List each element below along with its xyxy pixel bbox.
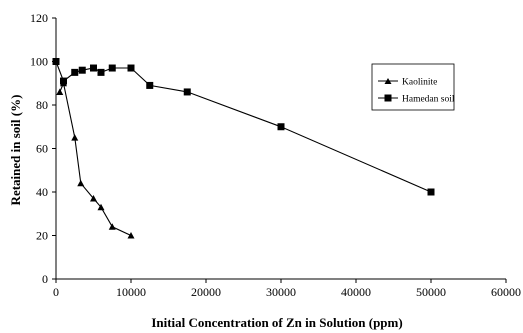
data-point-hamedan-soil [146,81,154,89]
y-axis-ticks: 0 20 40 60 80 100 120 [30,11,56,286]
legend-label-hamedan-soil: Hamedan soil [402,95,455,105]
data-point-hamedan-soil [97,68,105,76]
y-axis-title: Retained in soil (%) [8,95,23,206]
series-line-kaolinite [59,81,132,236]
data-point-kaolinite [97,203,105,211]
data-point-hamedan-soil [427,188,435,196]
data-point-kaolinite [127,232,135,239]
x-tick-label: 60000 [491,285,521,299]
data-point-hamedan-soil [78,66,86,74]
y-tick-label: 100 [30,55,48,69]
data-point-hamedan-soil [108,64,116,72]
data-point-hamedan-soil [277,123,285,131]
y-tick-label: 40 [36,185,48,199]
x-tick-label: 50000 [416,285,446,299]
x-tick-label: 40000 [341,285,371,299]
legend-box [371,63,455,111]
data-point-kaolinite [56,88,64,95]
series-kaolinite [56,79,135,239]
x-tick-label: 10000 [116,285,146,299]
x-axis-ticks: 0 10000 20000 30000 40000 50000 60000 [53,279,521,299]
legend-marker-hamedan-soil [384,94,392,102]
x-tick-label: 0 [53,285,59,299]
data-point-kaolinite [71,134,79,141]
data-point-kaolinite [90,195,97,202]
series-layer [52,58,435,239]
data-point-hamedan-soil [90,64,97,72]
legend-marker-kaolinite [384,78,392,84]
y-tick-label: 60 [36,142,48,156]
data-point-hamedan-soil [127,64,135,72]
data-point-hamedan-soil [52,58,60,65]
data-point-hamedan-soil [183,88,191,96]
data-point-kaolinite [77,179,85,187]
y-tick-label: 120 [30,11,48,25]
x-axis-title: Initial Concentration of Zn in Solution … [151,315,402,330]
y-tick-label: 20 [36,229,48,243]
legend-item-kaolinite: Kaolinite [378,78,437,88]
data-point-hamedan-soil [60,77,67,85]
y-tick-label: 0 [42,272,48,286]
y-tick-label: 80 [36,98,48,112]
legend: Kaolinite Hamedan soil [371,63,455,111]
legend-label-kaolinite: Kaolinite [402,78,437,88]
x-tick-label: 20000 [191,285,221,299]
data-point-kaolinite [108,223,116,230]
series-hamedan-soil [52,58,435,196]
x-tick-label: 30000 [266,285,296,299]
legend-item-hamedan-soil: Hamedan soil [378,94,455,105]
data-point-hamedan-soil [71,68,79,76]
